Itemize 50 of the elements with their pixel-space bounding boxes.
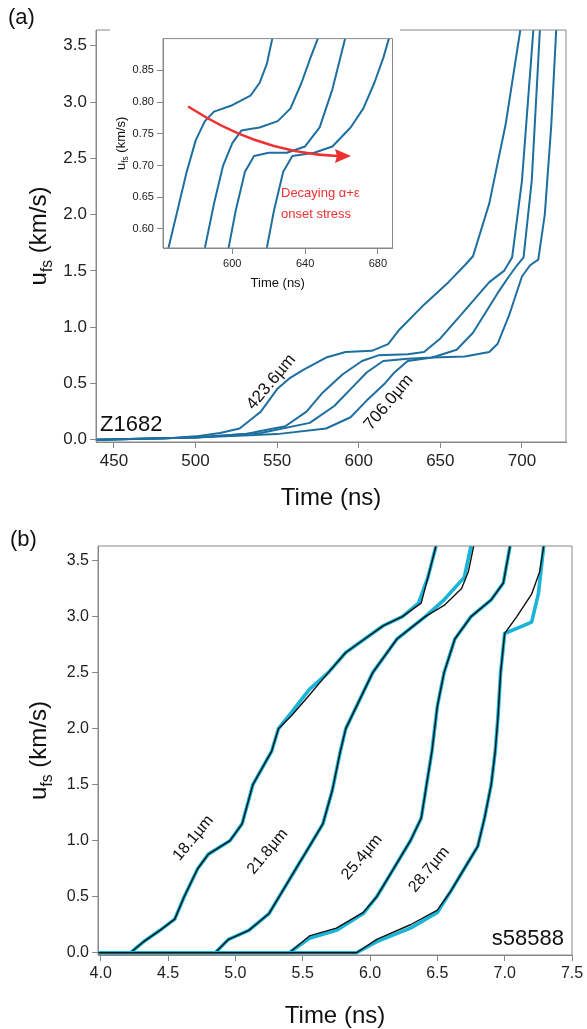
y-tick-label: 3.5 <box>63 35 87 55</box>
x-tick-label: 700 <box>507 450 537 470</box>
x-axis-title: Time (ns) <box>280 483 382 510</box>
y-tick-label: 1.0 <box>66 831 90 849</box>
y-tick-label: 2.0 <box>66 719 90 737</box>
x-tick-label: 680 <box>368 256 388 269</box>
y-tick-label: 0.85 <box>132 63 154 76</box>
y-axis-title: ufs (km/s) <box>24 701 56 800</box>
y-tick-label: 0.60 <box>132 221 154 234</box>
text: (b) <box>10 526 37 551</box>
y-tick-label: 1.0 <box>63 316 87 336</box>
x-axis-title: Time (ns) <box>250 275 305 290</box>
x-tick-label: 4.0 <box>89 964 112 982</box>
x-tick-label: 600 <box>344 450 373 470</box>
text: (a) <box>8 4 35 29</box>
x-tick-label: 6.5 <box>426 964 449 982</box>
x-tick-label: 5.5 <box>291 964 314 982</box>
x-tick-label: 550 <box>262 450 292 470</box>
x-tick-label: 640 <box>295 256 315 269</box>
x-tick-label: 4.5 <box>156 964 180 982</box>
x-tick-label: 5.0 <box>224 964 247 982</box>
y-tick-label: 0.5 <box>66 887 90 905</box>
x-tick-label: 500 <box>181 450 210 470</box>
y-axis-title: ufs (km/s) <box>112 116 130 171</box>
annotation: s58588 <box>491 925 565 950</box>
x-tick-label: 650 <box>426 450 455 470</box>
y-tick-label: 2.0 <box>63 204 87 224</box>
y-tick-label: 1.5 <box>63 260 87 280</box>
y-tick-label: 0.5 <box>63 373 87 393</box>
x-tick-label: 7.0 <box>493 964 516 982</box>
y-tick-label: 0.0 <box>63 429 87 449</box>
x-tick-label: 600 <box>223 256 242 269</box>
y-tick-label: 2.5 <box>66 663 90 681</box>
y-tick-label: 0.0 <box>66 943 90 961</box>
y-tick-label: 0.75 <box>132 126 154 139</box>
y-tick-label: 3.0 <box>63 91 87 111</box>
y-tick-label: 3.0 <box>66 607 90 624</box>
annotation: Decaying α+ε onset stress <box>281 185 360 221</box>
y-tick-label: 1.5 <box>66 775 90 793</box>
y-tick-label: 2.5 <box>63 148 87 168</box>
x-tick-label: 7.5 <box>560 964 584 982</box>
y-tick-label: 0.65 <box>132 190 154 203</box>
y-tick-label: 0.80 <box>132 95 154 108</box>
x-tick-label: 6.0 <box>358 964 382 982</box>
x-tick-label: 450 <box>99 450 129 470</box>
x-axis-title: Time (ns) <box>284 1001 386 1028</box>
y-tick-label: 0.70 <box>132 158 154 171</box>
y-axis-title: ufs (km/s) <box>24 186 56 286</box>
y-tick-label: 3.5 <box>66 550 90 568</box>
annotation: Z1682 <box>100 411 163 436</box>
